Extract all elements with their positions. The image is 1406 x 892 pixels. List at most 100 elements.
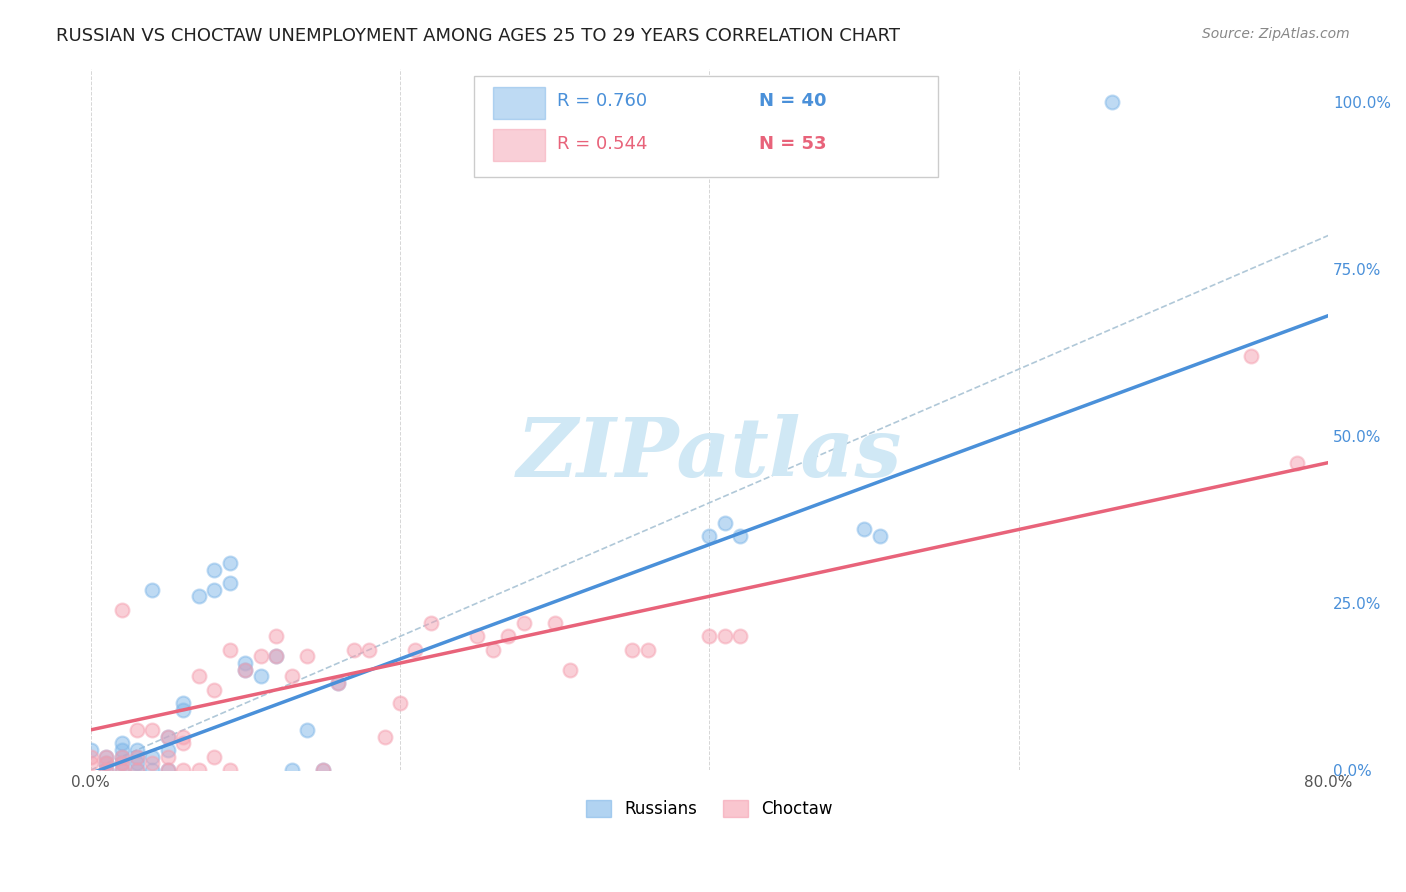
Point: [357, 642, 380, 657]
Point: [482, 642, 505, 657]
Point: [218, 642, 240, 657]
Point: [125, 763, 148, 777]
Point: [714, 629, 737, 643]
Point: [1286, 456, 1309, 470]
Point: [280, 763, 302, 777]
Point: [125, 756, 148, 771]
Point: [79, 749, 101, 764]
Point: [156, 749, 179, 764]
Point: [156, 763, 179, 777]
Point: [141, 756, 163, 771]
Point: [544, 615, 567, 630]
Point: [264, 649, 287, 664]
Point: [373, 730, 395, 744]
Point: [295, 723, 318, 737]
Point: [233, 663, 256, 677]
Point: [125, 749, 148, 764]
Point: [125, 743, 148, 757]
Text: RUSSIAN VS CHOCTAW UNEMPLOYMENT AMONG AGES 25 TO 29 YEARS CORRELATION CHART: RUSSIAN VS CHOCTAW UNEMPLOYMENT AMONG AG…: [56, 27, 900, 45]
Point: [110, 763, 132, 777]
Point: [714, 516, 737, 530]
Point: [110, 763, 132, 777]
Point: [218, 556, 240, 570]
Point: [172, 763, 194, 777]
FancyBboxPatch shape: [474, 76, 938, 178]
Point: [621, 642, 644, 657]
Point: [342, 642, 364, 657]
Point: [110, 749, 132, 764]
Point: [202, 582, 225, 597]
Point: [326, 676, 349, 690]
Point: [233, 656, 256, 670]
Text: ZIPatlas: ZIPatlas: [516, 414, 903, 494]
Point: [311, 763, 333, 777]
Point: [249, 669, 271, 683]
Point: [730, 629, 752, 643]
Point: [110, 756, 132, 771]
Text: R = 0.544: R = 0.544: [557, 135, 648, 153]
Point: [94, 749, 117, 764]
Point: [326, 676, 349, 690]
Text: N = 40: N = 40: [759, 93, 827, 111]
Point: [637, 642, 659, 657]
Point: [156, 730, 179, 744]
Point: [233, 663, 256, 677]
Point: [125, 723, 148, 737]
Point: [699, 629, 721, 643]
Point: [172, 730, 194, 744]
Point: [172, 736, 194, 750]
Point: [141, 723, 163, 737]
Point: [187, 669, 209, 683]
Point: [419, 615, 441, 630]
Point: [1101, 95, 1123, 109]
Point: [249, 649, 271, 664]
Point: [110, 749, 132, 764]
Legend: Russians, Choctaw: Russians, Choctaw: [579, 793, 839, 825]
Point: [94, 763, 117, 777]
Point: [264, 649, 287, 664]
Point: [404, 642, 426, 657]
Point: [156, 730, 179, 744]
Text: Source: ZipAtlas.com: Source: ZipAtlas.com: [1202, 27, 1350, 41]
Text: N = 53: N = 53: [759, 135, 827, 153]
Point: [110, 743, 132, 757]
Point: [79, 756, 101, 771]
Point: [311, 763, 333, 777]
Point: [202, 682, 225, 697]
Point: [467, 629, 489, 643]
Point: [202, 749, 225, 764]
Point: [125, 749, 148, 764]
Point: [498, 629, 520, 643]
Point: [94, 763, 117, 777]
Point: [110, 756, 132, 771]
Point: [172, 703, 194, 717]
Point: [218, 763, 240, 777]
Point: [141, 582, 163, 597]
Point: [187, 763, 209, 777]
Point: [125, 763, 148, 777]
Point: [513, 615, 536, 630]
Point: [280, 669, 302, 683]
Point: [110, 602, 132, 616]
Point: [141, 749, 163, 764]
Point: [187, 589, 209, 603]
Point: [94, 756, 117, 771]
FancyBboxPatch shape: [494, 128, 544, 161]
Point: [94, 756, 117, 771]
Point: [79, 743, 101, 757]
Point: [218, 576, 240, 591]
Point: [1240, 349, 1263, 363]
Point: [699, 529, 721, 543]
Point: [141, 763, 163, 777]
Point: [202, 563, 225, 577]
Point: [295, 649, 318, 664]
Point: [853, 523, 876, 537]
Point: [730, 529, 752, 543]
Point: [869, 529, 891, 543]
FancyBboxPatch shape: [494, 87, 544, 119]
Point: [94, 749, 117, 764]
Point: [388, 696, 411, 710]
Text: R = 0.760: R = 0.760: [557, 93, 647, 111]
Point: [172, 696, 194, 710]
Point: [156, 763, 179, 777]
